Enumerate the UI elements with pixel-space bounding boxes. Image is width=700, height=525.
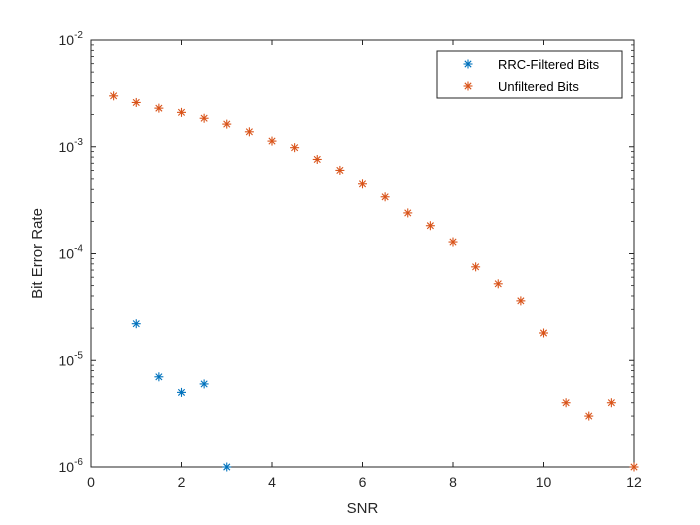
data-point: [199, 113, 209, 123]
y-tick-label: 10-3: [59, 137, 84, 155]
data-point: [131, 97, 141, 107]
data-point: [335, 165, 345, 175]
y-tick-label: 10-6: [59, 457, 84, 475]
data-point: [358, 179, 367, 189]
legend-marker-unfiltered-bits: [463, 81, 473, 91]
y-tick-label: 10-4: [59, 244, 84, 262]
x-tick-label: 10: [536, 474, 552, 490]
data-point: [448, 237, 458, 247]
x-tick-label: 4: [268, 474, 276, 490]
data-point: [606, 398, 616, 408]
data-point: [584, 411, 594, 421]
y-tick-labels: 10-6 10-5 10-4 10-3 10-2: [59, 30, 84, 475]
data-point: [109, 91, 119, 101]
data-point: [154, 103, 164, 113]
legend-marker-rrc-filtered-bits: [463, 59, 473, 69]
x-tick-label: 8: [449, 474, 457, 490]
legend: RRC-Filtered Bits Unfiltered Bits: [436, 50, 623, 99]
data-point: [425, 221, 435, 231]
x-tick-label: 0: [87, 474, 95, 490]
data-point: [177, 387, 186, 397]
x-tick-label: 12: [626, 474, 642, 490]
y-tick-label: 10-5: [59, 350, 84, 368]
y-tick-label: 10-2: [59, 30, 84, 48]
data-point: [493, 279, 503, 289]
legend-label-unfiltered-bits: Unfiltered Bits: [498, 79, 579, 94]
legend-label-rrc-filtered-bits: RRC-Filtered Bits: [498, 57, 600, 72]
data-point: [131, 319, 141, 329]
x-tick-label: 6: [359, 474, 367, 490]
legend-marker-symbol: [463, 59, 473, 69]
x-tick-label: 2: [178, 474, 186, 490]
x-tick-labels: 0 2 4 6 8 10 12: [87, 474, 642, 490]
legend-marker-symbol: [463, 81, 473, 91]
data-markers: [109, 91, 639, 472]
data-point: [290, 143, 300, 153]
data-point: [471, 262, 481, 272]
data-point: [222, 119, 232, 129]
axis-ticks: [90, 39, 635, 468]
data-point: [177, 107, 186, 117]
data-point: [244, 127, 254, 137]
data-point: [380, 192, 390, 202]
data-point: [403, 208, 413, 218]
data-point: [222, 462, 232, 472]
data-point: [199, 379, 209, 389]
legend-box: [436, 50, 623, 99]
data-point: [154, 372, 164, 382]
data-point: [539, 328, 548, 338]
x-axis-label: SNR: [347, 500, 379, 517]
data-point: [561, 398, 571, 408]
data-point: [629, 462, 639, 472]
y-axis-label: Bit Error Rate: [29, 208, 46, 299]
plot-area: [90, 39, 635, 468]
data-point: [267, 136, 277, 146]
data-point: [516, 296, 526, 306]
data-point: [312, 154, 322, 164]
